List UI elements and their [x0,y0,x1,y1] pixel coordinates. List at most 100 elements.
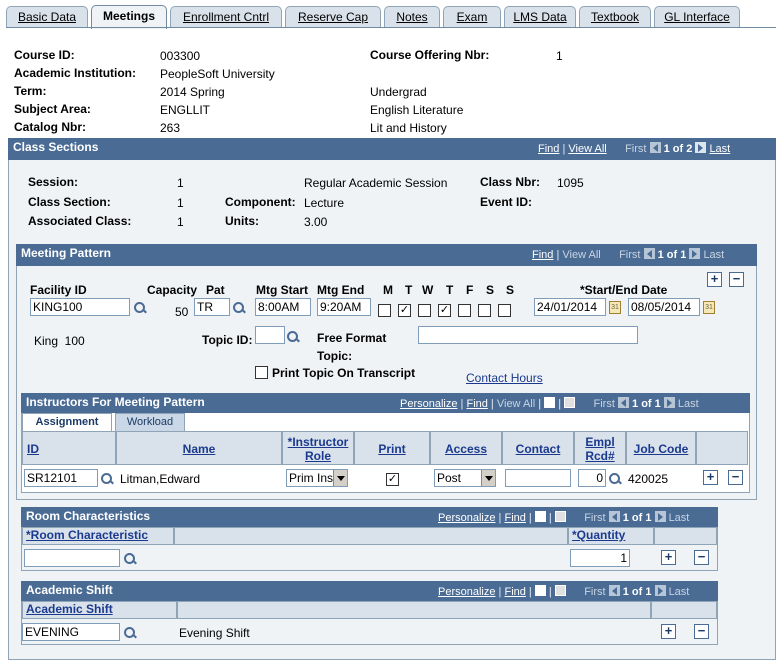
tab-meetings[interactable]: Meetings [91,5,167,29]
class-sections-header: Class Sections Find | View All First 1 o… [8,138,776,160]
end-date-input[interactable] [628,298,700,316]
col-academic-shift-header[interactable]: Academic Shift [22,601,177,619]
add-room-char-button[interactable]: + [661,550,676,565]
tab-basic-data[interactable]: Basic Data [6,6,88,28]
free-format-topic-input[interactable] [418,326,638,344]
class-sections-find-link[interactable]: Find [538,143,560,155]
day-mon-checkbox[interactable] [378,304,391,317]
table-row [22,619,717,644]
delete-meeting-button[interactable]: − [729,272,744,287]
mtg-end-input[interactable] [317,298,371,316]
tab-notes[interactable]: Notes [384,6,440,28]
mtg-start-input[interactable] [255,298,311,316]
delete-room-char-button[interactable]: − [694,550,709,565]
chevron-down-icon [481,470,495,486]
class-section-value: 1 [177,196,184,210]
room-characteristic-lookup-icon[interactable] [123,552,137,566]
prev-arrow-icon [643,248,655,259]
meeting-last: Last [703,249,725,261]
contact-hours-link[interactable]: Contact Hours [466,371,543,385]
tab-workload[interactable]: Workload [115,413,185,431]
day-sat-checkbox[interactable] [478,304,491,317]
download-icon[interactable] [554,511,566,522]
prev-arrow-icon [608,511,620,522]
day-thu-checkbox[interactable]: ✓ [438,304,451,317]
empl-rcd-lookup-icon[interactable] [608,472,622,486]
zoom-icon[interactable] [544,397,556,408]
quantity-input[interactable] [570,549,630,567]
col-empl-rcd-header[interactable]: Empl Rcd# [574,431,626,465]
shift-personalize-link[interactable]: Personalize [438,586,496,598]
print-topic-checkbox[interactable] [255,366,268,379]
col-quantity-header[interactable]: *Quantity [568,527,654,545]
delete-shift-button[interactable]: − [694,624,709,639]
col-print-header[interactable]: Print [354,431,430,465]
day-sat-label: S [486,283,495,297]
empl-rcd-input[interactable] [578,469,606,487]
instructors-personalize-link[interactable]: Personalize [400,398,458,410]
pattern-lookup-icon[interactable] [232,301,246,315]
instructor-id-input[interactable] [24,469,98,487]
calendar-icon[interactable]: 31 [703,301,715,314]
tab-enrollment-cntrl[interactable]: Enrollment Cntrl [170,6,282,28]
start-date-input[interactable] [534,298,606,316]
topic-lookup-icon[interactable] [286,330,300,344]
col-contact-header[interactable]: Contact [502,431,574,465]
download-icon[interactable] [554,585,566,596]
academic-shift-input[interactable] [22,623,120,641]
print-checkbox[interactable]: ✓ [386,473,399,486]
facility-id-input[interactable] [30,298,130,316]
add-instructor-button[interactable]: + [703,470,718,485]
col-name-header[interactable]: Name [116,431,282,465]
col-role-header[interactable]: *Instructor Role [282,431,354,465]
instructor-lookup-icon[interactable] [100,472,114,486]
meeting-find-link[interactable]: Find [532,249,554,261]
delete-instructor-button[interactable]: − [728,470,743,485]
instructors-header: Instructors For Meeting Pattern Personal… [21,393,750,413]
access-select[interactable]: Post [434,469,496,487]
add-meeting-button[interactable]: + [707,272,722,287]
add-shift-button[interactable]: + [661,624,676,639]
col-access-header[interactable]: Access [430,431,502,465]
offering-value: 1 [556,49,563,63]
zoom-icon[interactable] [534,511,546,522]
tab-textbook[interactable]: Textbook [579,6,651,28]
facility-lookup-icon[interactable] [133,301,147,315]
download-icon[interactable] [564,397,576,408]
next-arrow-icon[interactable] [695,142,707,153]
day-wed-checkbox[interactable] [418,304,431,317]
meeting-pattern-title: Meeting Pattern [21,246,112,260]
shift-find-link[interactable]: Find [504,586,526,598]
contact-input[interactable] [505,469,571,487]
course-id-label: Course ID: [14,48,75,62]
class-sections-count: 1 of 2 [663,143,693,155]
room-personalize-link[interactable]: Personalize [438,512,496,524]
start-end-date-label: *Start/End Date [580,283,668,297]
calendar-icon[interactable]: 31 [609,301,621,314]
col-spacer-header [174,527,568,545]
tab-lms-data[interactable]: LMS Data [504,6,576,28]
room-find-link[interactable]: Find [504,512,526,524]
zoom-icon[interactable] [534,585,546,596]
topic-id-input[interactable] [255,326,285,344]
tab-exam[interactable]: Exam [443,6,501,28]
class-sections-last-link[interactable]: Last [709,143,731,155]
tab-gl-interface[interactable]: GL Interface [654,6,740,28]
academic-shift-lookup-icon[interactable] [123,626,137,640]
col-room-characteristic-header[interactable]: *Room Characteristic [22,527,174,545]
class-sections-first: First [625,143,647,155]
component-value: Lecture [304,196,345,210]
tab-assignment[interactable]: Assignment [22,413,112,431]
pattern-input[interactable] [194,298,230,316]
academic-shift-header: Academic Shift Personalize | Find | | Fi… [21,581,718,601]
day-tue-checkbox[interactable]: ✓ [398,304,411,317]
tab-reserve-cap[interactable]: Reserve Cap [285,6,381,28]
col-job-code-header[interactable]: Job Code [626,431,696,465]
col-id-header[interactable]: ID [22,431,116,465]
instructors-find-link[interactable]: Find [466,398,488,410]
instructor-role-select[interactable]: Prim Ins [286,469,348,487]
day-fri-checkbox[interactable] [458,304,471,317]
day-sun-checkbox[interactable] [498,304,511,317]
class-sections-view-all-link[interactable]: View All [568,143,607,155]
room-characteristic-input[interactable] [24,549,120,567]
